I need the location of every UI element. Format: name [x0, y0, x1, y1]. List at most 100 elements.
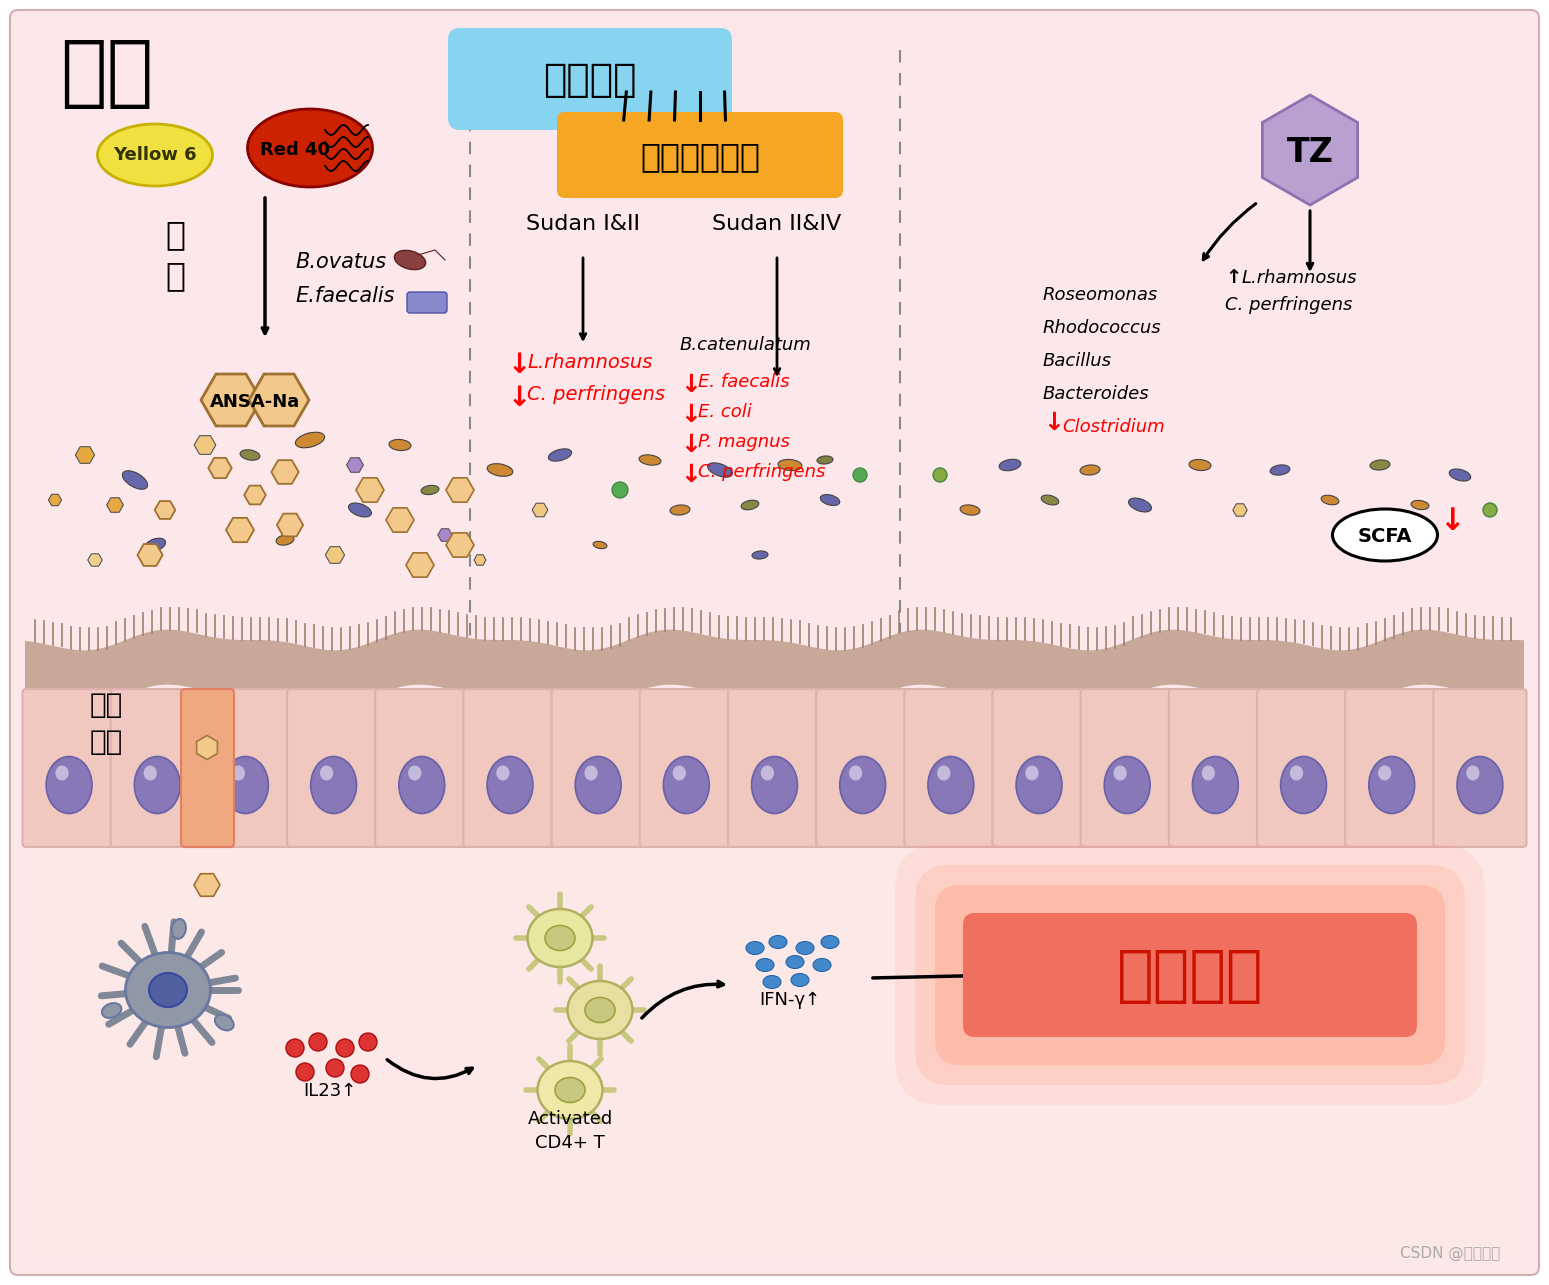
Ellipse shape [486, 464, 513, 477]
Ellipse shape [672, 766, 686, 780]
Ellipse shape [296, 432, 325, 447]
Text: C. perfringens: C. perfringens [1225, 296, 1352, 314]
FancyBboxPatch shape [728, 689, 821, 847]
Ellipse shape [1281, 757, 1326, 813]
Circle shape [325, 1059, 344, 1077]
Ellipse shape [1129, 499, 1151, 511]
Ellipse shape [1450, 469, 1470, 481]
Text: Activated
CD4+ T: Activated CD4+ T [527, 1110, 612, 1151]
Ellipse shape [1190, 460, 1211, 470]
Ellipse shape [538, 1061, 603, 1119]
Ellipse shape [389, 439, 410, 451]
Ellipse shape [1114, 766, 1126, 780]
Ellipse shape [960, 505, 981, 515]
Ellipse shape [640, 455, 661, 465]
Ellipse shape [144, 538, 166, 551]
Ellipse shape [321, 766, 333, 780]
Ellipse shape [555, 1078, 586, 1103]
Circle shape [352, 1065, 369, 1083]
Text: C. perfringens: C. perfringens [699, 463, 826, 481]
Text: SCFA: SCFA [1358, 528, 1413, 546]
Circle shape [612, 482, 627, 499]
Ellipse shape [56, 766, 68, 780]
Circle shape [932, 468, 946, 482]
Text: C. perfringens: C. perfringens [527, 386, 665, 403]
Ellipse shape [1270, 465, 1290, 475]
Ellipse shape [1025, 766, 1038, 780]
Ellipse shape [792, 974, 809, 987]
Ellipse shape [671, 505, 689, 515]
Ellipse shape [937, 766, 951, 780]
Ellipse shape [1467, 766, 1479, 780]
Ellipse shape [928, 757, 974, 813]
Text: Roseomonas: Roseomonas [1042, 287, 1159, 305]
Ellipse shape [46, 757, 91, 813]
FancyBboxPatch shape [1433, 689, 1526, 847]
Text: 肠道炎症: 肠道炎症 [1117, 947, 1264, 1006]
Text: P. magnus: P. magnus [699, 433, 790, 451]
Ellipse shape [1369, 460, 1389, 470]
Text: Sudan I&II: Sudan I&II [527, 215, 640, 234]
Polygon shape [25, 630, 1524, 705]
Ellipse shape [849, 766, 863, 780]
Text: ↓: ↓ [508, 351, 531, 379]
Text: IFN-γ↑: IFN-γ↑ [759, 991, 821, 1009]
FancyBboxPatch shape [905, 689, 998, 847]
Ellipse shape [584, 766, 598, 780]
Ellipse shape [1193, 757, 1238, 813]
Ellipse shape [248, 109, 372, 188]
Ellipse shape [1369, 757, 1414, 813]
Text: E.faecalis: E.faecalis [294, 287, 395, 306]
Text: ↓: ↓ [680, 373, 702, 397]
Ellipse shape [1458, 757, 1503, 813]
Text: ↓: ↓ [1042, 411, 1064, 436]
Ellipse shape [1104, 757, 1149, 813]
Ellipse shape [764, 975, 781, 988]
Ellipse shape [756, 959, 774, 971]
Text: CSDN @谷禾牛博: CSDN @谷禾牛博 [1400, 1246, 1499, 1261]
Ellipse shape [813, 959, 830, 971]
Text: 屏障
缺陷: 屏障 缺陷 [90, 691, 124, 756]
Ellipse shape [751, 757, 798, 813]
Text: ↓: ↓ [1439, 508, 1464, 536]
Ellipse shape [395, 251, 426, 270]
Ellipse shape [172, 919, 186, 939]
Ellipse shape [593, 541, 607, 549]
Text: Yellow 6: Yellow 6 [113, 146, 197, 164]
Ellipse shape [311, 757, 356, 813]
Ellipse shape [232, 766, 245, 780]
Text: E. coli: E. coli [699, 403, 751, 421]
Circle shape [296, 1063, 314, 1081]
Circle shape [359, 1033, 376, 1051]
Ellipse shape [663, 757, 709, 813]
Ellipse shape [1016, 757, 1063, 813]
FancyBboxPatch shape [1256, 689, 1351, 847]
Ellipse shape [1332, 509, 1437, 562]
Text: ↓: ↓ [680, 403, 702, 427]
Text: Clostridium: Clostridium [1063, 418, 1165, 436]
FancyBboxPatch shape [110, 689, 204, 847]
Bar [25, 830, 1524, 1261]
Ellipse shape [144, 766, 156, 780]
Ellipse shape [548, 448, 572, 461]
FancyBboxPatch shape [816, 689, 909, 847]
Text: ↓: ↓ [508, 384, 531, 412]
FancyBboxPatch shape [640, 689, 733, 847]
Ellipse shape [778, 460, 802, 470]
Text: 减
少: 减 少 [166, 218, 184, 292]
Ellipse shape [135, 757, 180, 813]
FancyBboxPatch shape [1169, 689, 1262, 847]
Ellipse shape [586, 997, 615, 1023]
Ellipse shape [149, 973, 187, 1007]
FancyBboxPatch shape [1081, 689, 1174, 847]
Ellipse shape [567, 980, 632, 1040]
Ellipse shape [1202, 766, 1214, 780]
Circle shape [308, 1033, 327, 1051]
Ellipse shape [761, 766, 774, 780]
Ellipse shape [575, 757, 621, 813]
FancyBboxPatch shape [448, 28, 733, 130]
Ellipse shape [125, 952, 211, 1028]
Ellipse shape [223, 757, 268, 813]
Ellipse shape [1411, 500, 1428, 510]
FancyBboxPatch shape [9, 10, 1540, 1275]
